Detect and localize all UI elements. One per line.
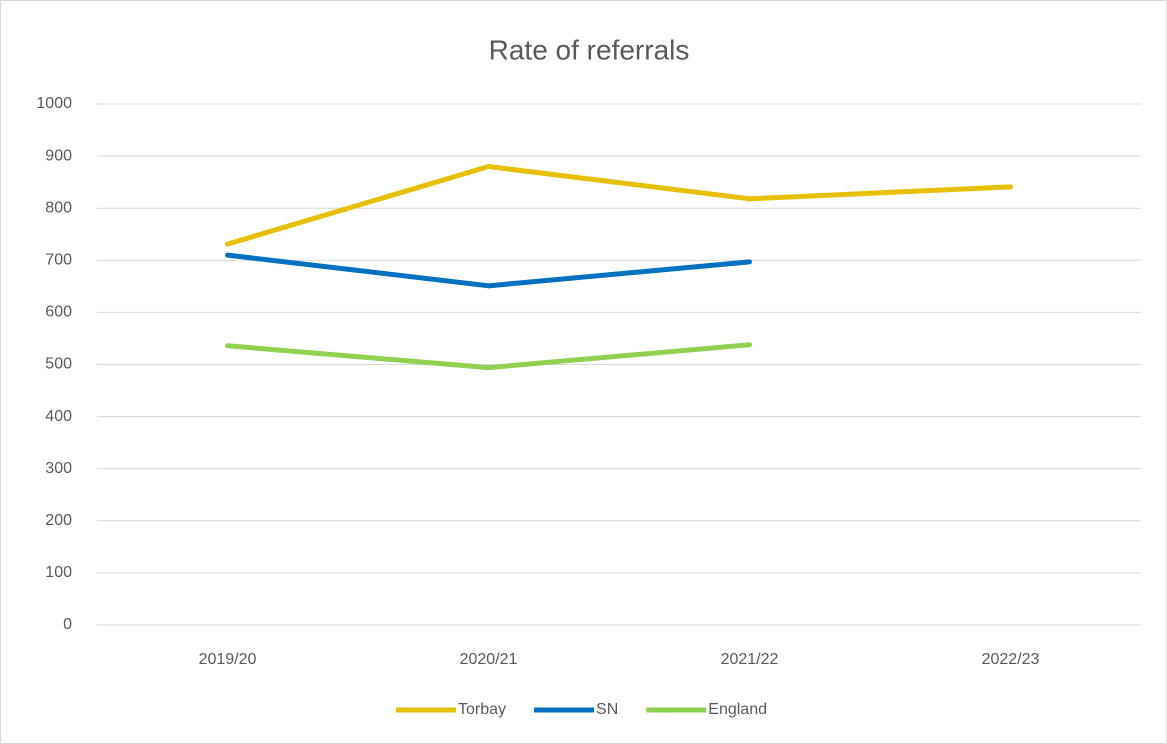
x-tick-label: 2022/23 [982, 651, 1040, 668]
y-tick-label: 300 [45, 460, 72, 477]
x-tick-label: 2020/21 [460, 651, 518, 668]
legend-label: England [708, 701, 767, 718]
y-tick-label: 500 [45, 356, 72, 373]
series-line [225, 342, 752, 371]
y-tick-label: 800 [45, 199, 72, 216]
y-tick-label: 400 [45, 408, 72, 425]
x-tick-label: 2021/22 [721, 651, 779, 668]
legend-label: SN [596, 701, 618, 718]
legend-label: Torbay [458, 701, 506, 718]
chart-title: Rate of referrals [489, 34, 690, 65]
y-tick-label: 200 [45, 512, 72, 529]
y-tick-label: 900 [45, 147, 72, 164]
x-tick-label: 2019/20 [199, 651, 257, 668]
series-line [225, 164, 1013, 247]
y-tick-label: 0 [63, 616, 72, 633]
y-tick-label: 700 [45, 252, 72, 269]
y-tick-label: 1000 [36, 95, 72, 112]
series-line [225, 252, 752, 289]
y-tick-label: 600 [45, 304, 72, 321]
y-tick-label: 100 [45, 564, 72, 581]
